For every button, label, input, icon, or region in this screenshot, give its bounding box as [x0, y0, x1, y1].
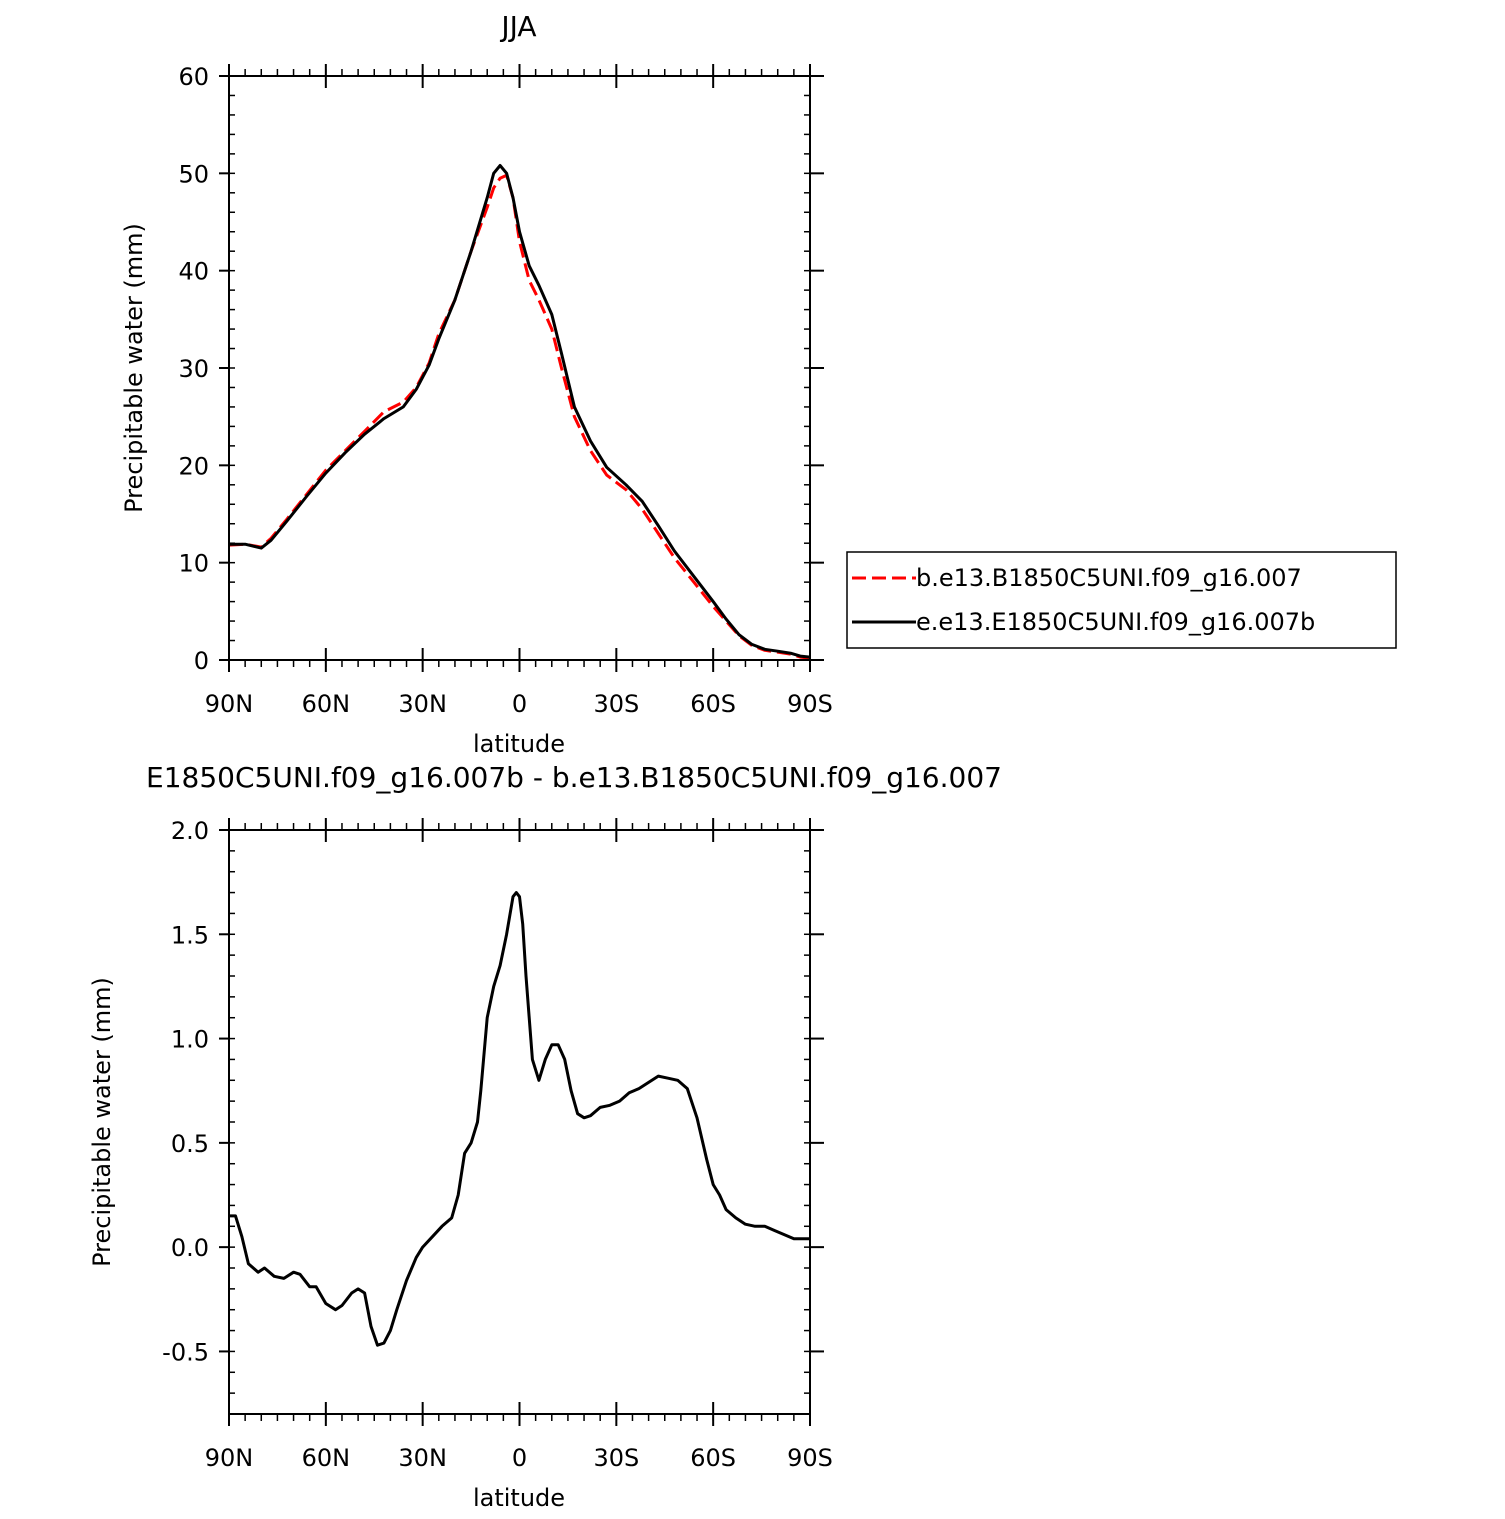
bottom-chart-x-tick-label: 60S [690, 1444, 736, 1472]
bottom-chart-y-tick-label: 1.5 [171, 921, 209, 949]
top-chart-y-tick-label: 50 [178, 160, 209, 188]
top-chart-series [228, 164, 811, 660]
top-chart-x-tick-label: 60S [690, 690, 736, 718]
top-chart-x-tick-label: 0 [512, 690, 527, 718]
top-chart-x-tick-label: 30S [593, 690, 639, 718]
top-chart-series-1-line [228, 173, 811, 660]
top-chart-y-tick-label: 60 [178, 63, 209, 91]
bottom-chart-x-tick-label: 90S [787, 1444, 833, 1472]
top-chart-x-tick-label: 90N [205, 690, 254, 718]
top-chart-x-tick-label: 90S [787, 690, 833, 718]
top-chart-y-tick-label: 20 [178, 452, 209, 480]
top-chart-y-tick-labels: 0 10 20 30 40 50 60 [178, 63, 209, 675]
top-chart-series-2-line [229, 164, 811, 659]
top-chart-y-axis-label: Precipitable water (mm) [120, 223, 148, 513]
bottom-chart-y-tick-label: 2.0 [171, 817, 209, 845]
top-chart-y-tick-label: 10 [178, 550, 209, 578]
bottom-chart-series-1-line [229, 891, 810, 1347]
top-chart-plot-frame [228, 75, 811, 661]
top-chart-legend: b.e13.B1850C5UNI.f09_g16.007 e.e13.E1850… [846, 551, 1397, 649]
top-chart-y-tick-label: 40 [178, 258, 209, 286]
bottom-chart-x-tick-label: 60N [302, 1444, 351, 1472]
legend-label-series-1: b.e13.B1850C5UNI.f09_g16.007 [916, 564, 1302, 592]
bottom-chart-x-tick-label: 90N [205, 1444, 254, 1472]
legend-box [846, 551, 1397, 649]
bottom-chart-title: E1850C5UNI.f09_g16.007b - b.e13.B1850C5U… [146, 761, 1002, 794]
bottom-chart-x-tick-labels: 90N 60N 30N 0 30S 60S 90S [205, 1444, 833, 1472]
top-chart-x-axis-label: latitude [473, 730, 565, 758]
top-chart-ticks [219, 64, 824, 672]
bottom-chart-x-tick-label: 0 [512, 1444, 527, 1472]
bottom-chart-y-tick-label: 0.0 [171, 1234, 209, 1262]
legend-label-series-2: e.e13.E1850C5UNI.f09_g16.007b [916, 608, 1315, 636]
bottom-chart-x-axis-label: latitude [473, 1484, 565, 1512]
bottom-chart-series [229, 891, 810, 1347]
top-chart-x-tick-labels: 90N 60N 30N 0 30S 60S 90S [205, 690, 833, 718]
bottom-chart-panel: E1850C5UNI.f09_g16.007b - b.e13.B1850C5U… [88, 761, 1002, 1512]
top-chart-panel: JJA 0 10 20 30 40 50 60 90N 60N 30N 0 30S 60S 90S la… [120, 10, 1397, 758]
bottom-chart-y-axis-label: Precipitable water (mm) [88, 977, 116, 1267]
bottom-chart-y-tick-label: -0.5 [162, 1338, 209, 1366]
bottom-chart-y-tick-label: 1.0 [171, 1026, 209, 1054]
top-chart-title: JJA [499, 10, 536, 43]
bottom-chart-y-tick-label: 0.5 [171, 1130, 209, 1158]
bottom-chart-x-tick-label: 30S [593, 1444, 639, 1472]
top-chart-y-tick-label: 0 [194, 647, 209, 675]
bottom-chart-x-tick-label: 30N [398, 1444, 447, 1472]
bottom-chart-y-tick-labels: -0.5 0.0 0.5 1.0 1.5 2.0 [162, 817, 209, 1366]
top-chart-x-tick-label: 60N [302, 690, 351, 718]
top-chart-x-tick-label: 30N [398, 690, 447, 718]
top-chart-y-tick-label: 30 [178, 355, 209, 383]
bottom-chart-plot-frame [228, 829, 811, 1415]
